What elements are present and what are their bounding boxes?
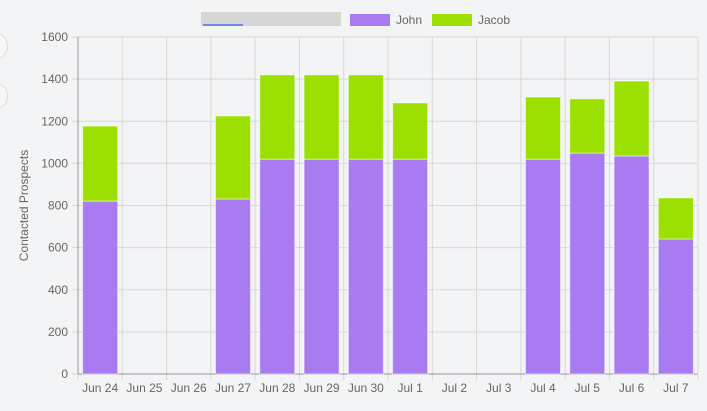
bar-john[interactable]	[215, 198, 251, 375]
x-tick-label: Jun 26	[171, 381, 207, 395]
legend-swatch-john[interactable]	[350, 14, 390, 26]
bar-john[interactable]	[525, 158, 561, 375]
x-tick-label: Jun 27	[215, 381, 251, 395]
x-tick-label: Jul 6	[619, 381, 645, 395]
x-tick-label: Jun 24	[82, 381, 118, 395]
y-tick-label: 400	[48, 283, 68, 297]
bar-john[interactable]	[82, 200, 119, 375]
x-tick-label: Jul 1	[397, 381, 423, 395]
bar-john[interactable]	[569, 152, 606, 375]
bar-john[interactable]	[657, 238, 694, 375]
bar-jacob[interactable]	[82, 125, 119, 202]
x-tick-label: Jul 2	[442, 381, 468, 395]
bar-jacob[interactable]	[613, 80, 650, 157]
x-tick-label: Jul 7	[663, 381, 689, 395]
bar-john[interactable]	[303, 158, 340, 375]
bar-john[interactable]	[347, 158, 384, 375]
y-tick-label: 200	[48, 325, 68, 339]
x-tick-label: Jul 3	[486, 381, 512, 395]
y-axis-title: Contacted Prospects	[17, 150, 31, 261]
legend-swatch-jacob[interactable]	[432, 14, 472, 26]
x-tick-label: Jul 4	[530, 381, 556, 395]
bar-jacob[interactable]	[347, 74, 384, 160]
bar-john[interactable]	[613, 155, 650, 375]
x-tick-label: Jun 28	[259, 381, 295, 395]
bar-john[interactable]	[392, 158, 429, 375]
bar-jacob[interactable]	[657, 197, 694, 240]
legend-placeholder-underline	[203, 24, 243, 26]
y-tick-label: 600	[48, 241, 68, 255]
y-tick-label: 1000	[41, 156, 68, 170]
x-tick-label: Jun 30	[348, 381, 384, 395]
legend-placeholder	[201, 12, 341, 26]
y-tick-label: 1200	[41, 114, 68, 128]
bar-jacob[interactable]	[569, 98, 606, 154]
bar-jacob[interactable]	[303, 74, 340, 160]
x-tick-label: Jul 5	[575, 381, 601, 395]
legend-label[interactable]: John	[396, 13, 422, 27]
bar-jacob[interactable]	[259, 74, 296, 160]
y-tick-label: 800	[48, 199, 68, 213]
bar-jacob[interactable]	[215, 115, 251, 200]
legend-label[interactable]: Jacob	[478, 13, 510, 27]
x-tick-label: Jun 25	[126, 381, 162, 395]
bar-john[interactable]	[259, 158, 296, 375]
y-tick-label: 1400	[41, 72, 68, 86]
y-tick-label: 0	[61, 367, 68, 381]
x-tick-label: Jun 29	[304, 381, 340, 395]
bar-jacob[interactable]	[392, 102, 429, 160]
y-tick-label: 1600	[41, 30, 68, 44]
bar-jacob[interactable]	[525, 96, 561, 160]
